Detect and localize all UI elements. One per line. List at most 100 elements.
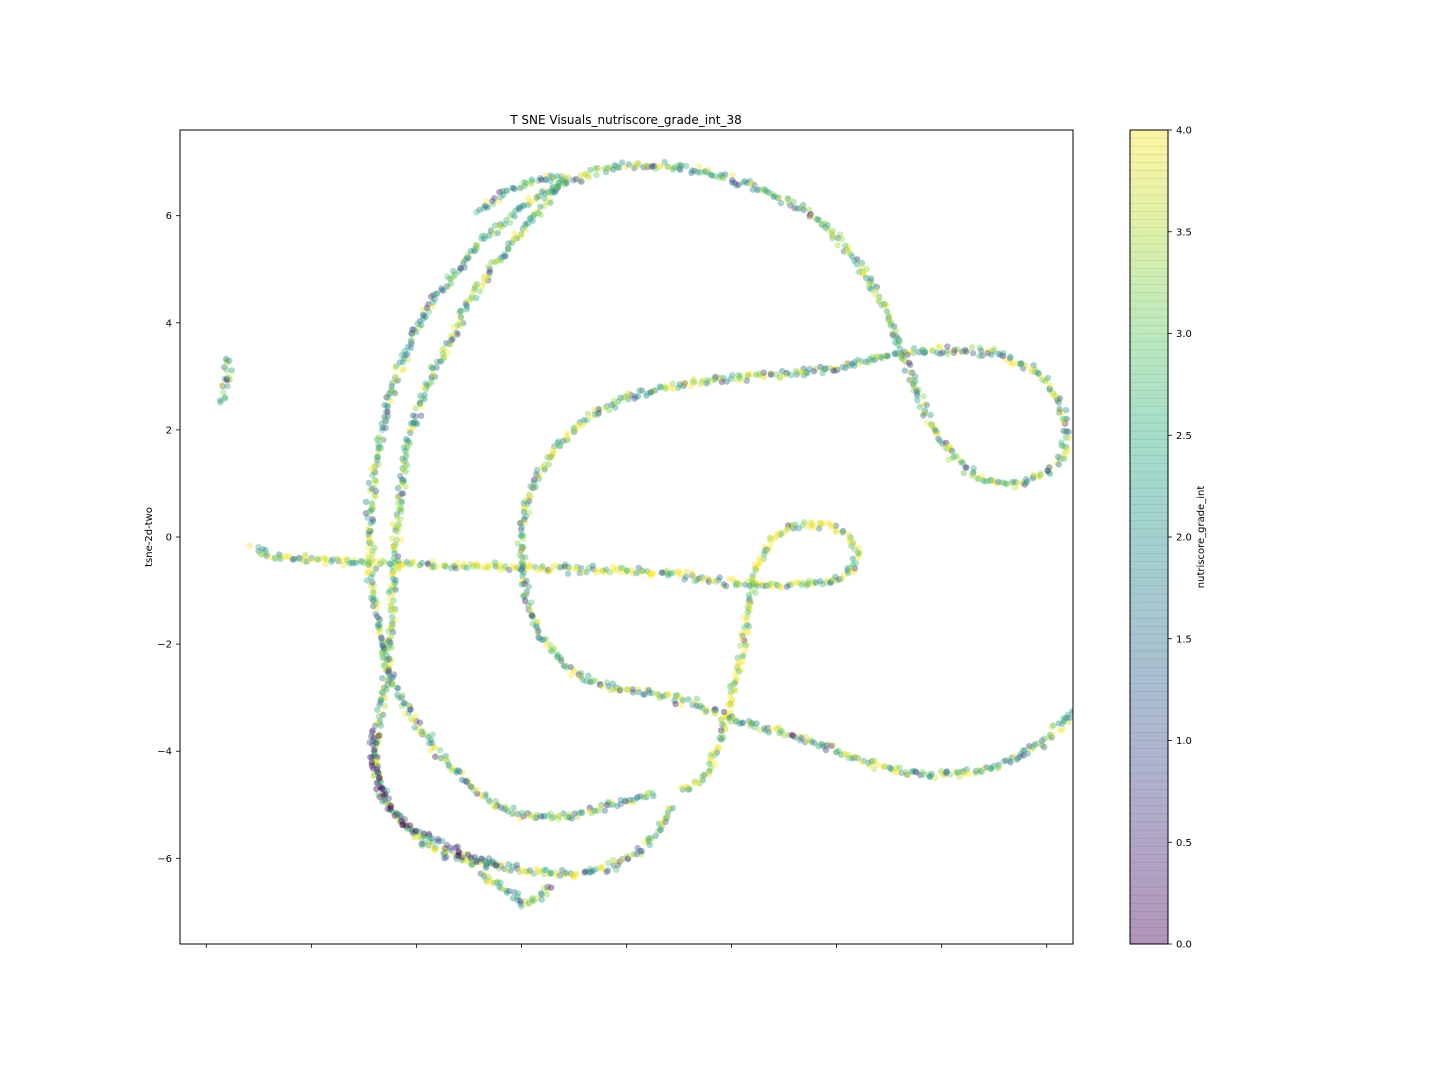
scatter-point bbox=[856, 549, 863, 556]
scatter-point bbox=[1056, 456, 1064, 463]
scatter-point bbox=[718, 730, 726, 738]
scatter-point bbox=[756, 370, 763, 377]
scatter-point bbox=[975, 475, 982, 482]
scatter-point bbox=[507, 867, 515, 874]
scatter-point bbox=[537, 203, 544, 210]
scatter-point bbox=[443, 841, 451, 849]
scatter-point bbox=[617, 685, 624, 693]
scatter-point bbox=[391, 547, 398, 554]
scatter-point bbox=[387, 561, 394, 568]
scatter-point bbox=[713, 749, 721, 756]
scatter-point bbox=[384, 639, 391, 646]
scatter-point bbox=[216, 397, 224, 404]
scatter-point bbox=[509, 895, 517, 902]
scatter-point bbox=[979, 476, 986, 483]
scatter-point bbox=[404, 701, 412, 709]
scatter-point bbox=[560, 871, 568, 878]
scatter-point bbox=[763, 582, 770, 589]
scatter-point bbox=[960, 769, 967, 776]
scatter-point bbox=[375, 737, 382, 744]
scatter-point bbox=[393, 511, 400, 518]
scatter-point bbox=[614, 802, 621, 810]
scatter-point bbox=[540, 812, 547, 819]
scatter-point bbox=[373, 739, 380, 747]
scatter-point bbox=[735, 668, 743, 675]
scatter-point bbox=[458, 857, 465, 864]
scatter-point bbox=[773, 532, 780, 540]
scatter-point bbox=[738, 635, 746, 642]
scatter-point bbox=[569, 666, 577, 673]
scatter-point bbox=[459, 769, 466, 776]
scatter-point bbox=[357, 558, 365, 565]
scatter-point bbox=[828, 522, 836, 529]
scatter-point bbox=[664, 812, 671, 819]
scatter-point bbox=[365, 525, 372, 532]
scatter-point bbox=[929, 421, 937, 429]
scatter-point bbox=[387, 807, 395, 814]
scatter-point bbox=[891, 350, 898, 358]
scatter-point bbox=[406, 561, 413, 568]
scatter-point bbox=[910, 387, 917, 394]
scatter-point bbox=[928, 423, 936, 430]
scatter-point bbox=[804, 738, 811, 745]
scatter-point bbox=[560, 662, 567, 670]
scatter-point bbox=[729, 171, 736, 179]
scatter-point bbox=[711, 705, 719, 713]
scatter-point bbox=[885, 313, 893, 321]
scatter-point bbox=[658, 569, 665, 576]
scatter-point bbox=[393, 362, 400, 370]
scatter-point bbox=[530, 212, 537, 219]
scatter-point bbox=[896, 352, 903, 359]
scatter-point bbox=[371, 751, 378, 758]
scatter-point bbox=[850, 754, 858, 761]
scatter-point bbox=[1021, 362, 1029, 369]
scatter-point bbox=[706, 760, 713, 768]
scatter-point bbox=[521, 580, 528, 588]
scatter-point bbox=[399, 465, 406, 472]
scatter-point bbox=[647, 572, 654, 579]
scatter-point bbox=[590, 807, 598, 814]
scatter-point bbox=[571, 427, 578, 434]
scatter-point bbox=[662, 569, 669, 576]
scatter-point bbox=[845, 754, 852, 762]
colorbar-tick-label: 4.0 bbox=[1176, 126, 1192, 137]
scatter-point bbox=[398, 497, 405, 505]
scatter-point bbox=[524, 494, 532, 502]
scatter-point bbox=[723, 708, 730, 716]
scatter-point bbox=[1061, 448, 1068, 455]
scatter-point bbox=[604, 867, 612, 874]
scatter-point bbox=[848, 755, 855, 762]
scatter-point bbox=[610, 166, 617, 173]
scatter-point bbox=[541, 466, 548, 473]
scatter-point bbox=[380, 684, 388, 691]
scatter-point bbox=[732, 718, 739, 725]
scatter-point bbox=[640, 691, 647, 698]
scatter-point bbox=[393, 563, 400, 570]
scatter-point bbox=[619, 856, 626, 864]
scatter-point bbox=[399, 478, 406, 486]
scatter-point bbox=[516, 869, 524, 876]
scatter-point bbox=[717, 716, 725, 723]
scatter-point bbox=[752, 580, 760, 588]
scatter-point bbox=[813, 215, 820, 223]
scatter-point bbox=[753, 582, 760, 590]
scatter-point bbox=[657, 693, 664, 700]
scatter-point bbox=[569, 872, 576, 879]
scatter-point bbox=[741, 624, 748, 631]
scatter-point bbox=[952, 768, 959, 776]
scatter-point bbox=[419, 842, 426, 849]
scatter-point bbox=[796, 204, 803, 212]
scatter-point bbox=[898, 355, 906, 362]
scatter-point bbox=[467, 295, 475, 303]
scatter-point bbox=[1031, 368, 1039, 375]
scatter-point bbox=[823, 742, 830, 749]
scatter-point bbox=[810, 581, 817, 588]
scatter-point bbox=[860, 757, 867, 764]
scatter-point bbox=[873, 283, 881, 290]
scatter-point bbox=[921, 409, 929, 417]
scatter-point bbox=[712, 578, 719, 585]
scatter-point bbox=[521, 504, 529, 511]
scatter-point bbox=[399, 490, 406, 497]
scatter-point bbox=[392, 364, 399, 372]
scatter-point bbox=[626, 390, 633, 397]
